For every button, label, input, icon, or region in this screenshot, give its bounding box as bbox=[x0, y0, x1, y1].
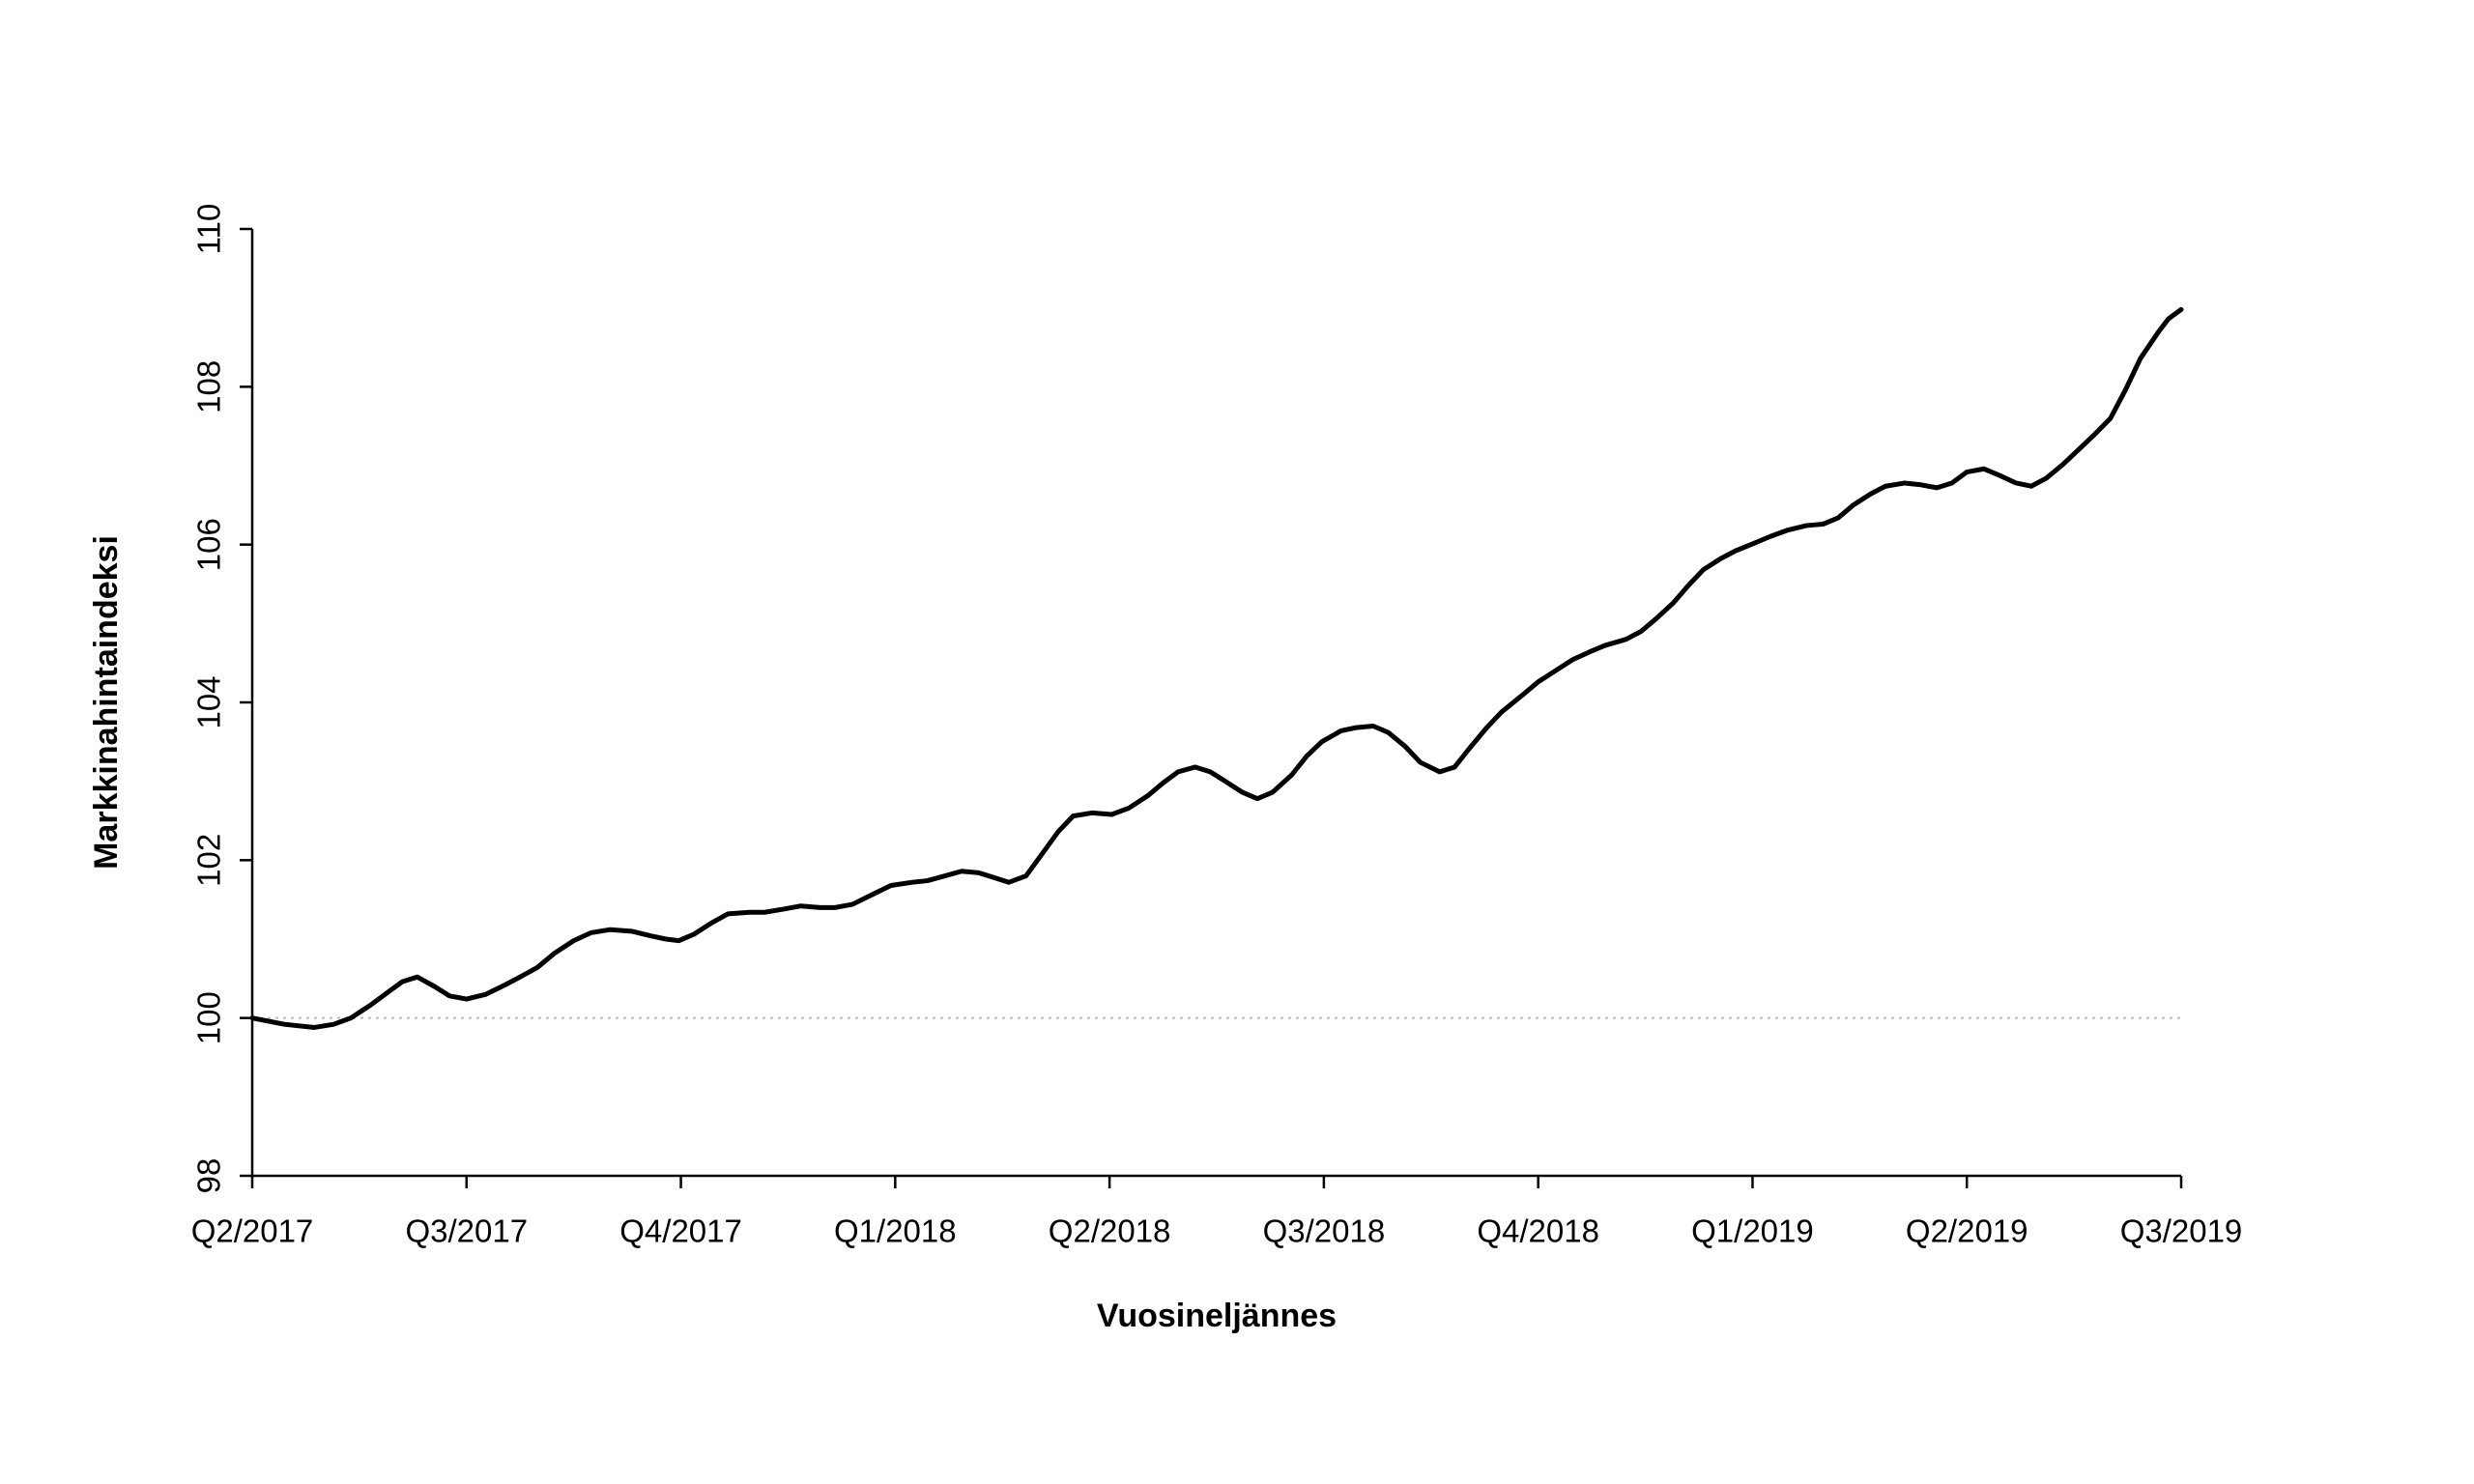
x-tick-label: Q2/2017 bbox=[191, 1213, 314, 1249]
y-tick-label: 100 bbox=[191, 991, 227, 1044]
x-tick-label: Q1/2019 bbox=[1691, 1213, 1814, 1249]
x-tick-label: Q1/2018 bbox=[834, 1213, 957, 1249]
y-tick-label: 110 bbox=[191, 204, 227, 255]
y-axis-title: Markkinahintaindeksi bbox=[88, 535, 125, 870]
y-tick-label: 104 bbox=[191, 675, 227, 728]
x-tick-label: Q4/2018 bbox=[1477, 1213, 1599, 1249]
x-tick-label: Q2/2018 bbox=[1049, 1213, 1171, 1249]
x-tick-label: Q4/2017 bbox=[619, 1213, 742, 1249]
y-tick-label: 108 bbox=[191, 360, 227, 414]
x-tick-label: Q2/2019 bbox=[1906, 1213, 2028, 1249]
x-axis-title: Vuosineljännes bbox=[1097, 1298, 1337, 1334]
x-tick-label: Q3/2017 bbox=[405, 1213, 528, 1249]
x-tick-label: Q3/2018 bbox=[1263, 1213, 1386, 1249]
y-tick-label: 102 bbox=[191, 834, 227, 887]
x-tick-label: Q3/2019 bbox=[2120, 1213, 2243, 1249]
y-tick-label: 106 bbox=[191, 518, 227, 571]
series-line bbox=[249, 306, 2184, 1030]
y-tick-label: 98 bbox=[191, 1158, 227, 1194]
